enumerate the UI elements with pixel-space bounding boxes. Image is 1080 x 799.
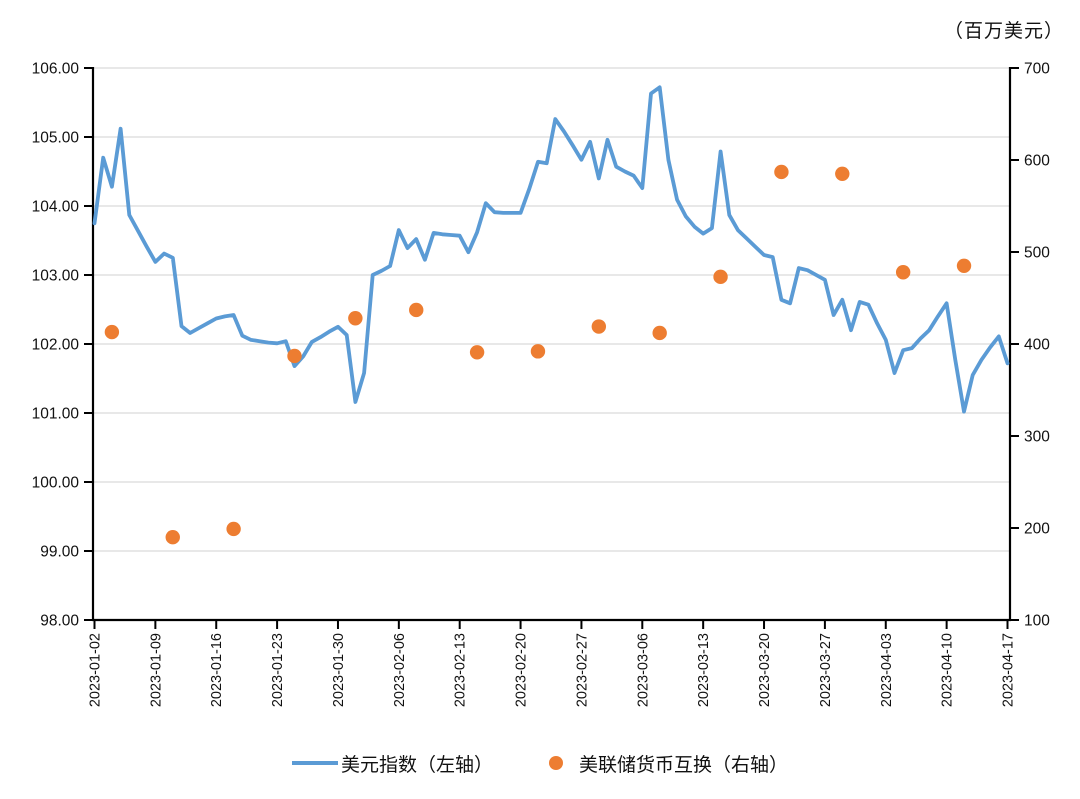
fed-swap-data-point (287, 348, 302, 364)
fed-swap-data-point (348, 311, 363, 326)
right-axis-labels: 100 200 300 400 500 600 700 (1024, 61, 1050, 630)
right-axis-tick-label: 500 (1024, 245, 1050, 262)
left-axis-tick-label: 101.00 (32, 406, 80, 423)
line-series-swatch (291, 761, 338, 765)
fed-swap-data-point (104, 324, 120, 340)
right-axis-tick-label: 300 (1024, 429, 1050, 446)
left-axis-tick-label: 99.00 (40, 544, 79, 561)
x-axis-tick-label: 2023-03-27 (818, 633, 834, 707)
right-axis-tick-label: 400 (1024, 337, 1050, 354)
fed-swap-data-point (591, 319, 607, 334)
x-axis-tick-label: 2023-04-17 (1001, 633, 1017, 707)
gridlines (93, 67, 1010, 552)
fed-swap-data-point (226, 521, 241, 537)
fed-swap-data-point (956, 258, 972, 273)
left-axis-tick-label: 102.00 (32, 337, 80, 354)
left-axis-labels: 98.00 99.00 100.00 101.00 102.00 103.00 104.00… (32, 61, 80, 630)
chart-plot-area: 98.00 99.00 100.00 101.00 102.00 103.00 104.00… (32, 61, 1051, 708)
legend-label-dollar-index: 美元指数（左轴） (340, 753, 493, 776)
x-axis-tick-label: 2023-03-20 (757, 633, 773, 707)
right-axis-tick-label: 700 (1024, 61, 1050, 78)
fed-swap-data-point (895, 265, 911, 280)
x-axis-tick-label: 2023-02-20 (514, 633, 530, 707)
left-axis-tick-label: 100.00 (32, 475, 80, 492)
x-axis-tick-label: 2023-02-06 (392, 633, 408, 707)
x-axis-tick-label: 2023-01-02 (88, 633, 104, 707)
fed-swap-data-point (835, 166, 850, 181)
fed-swap-data-point (530, 344, 546, 359)
x-axis-tick-label: 2023-03-13 (696, 633, 712, 707)
x-axis-tick-label: 2023-01-16 (209, 633, 225, 707)
x-axis-ticks (93, 620, 1009, 629)
legend-item-fed-swaps: 美联储货币互换（右轴） (549, 750, 788, 777)
left-axis-tick-label: 98.00 (40, 613, 79, 630)
left-axis-tick-label: 105.00 (32, 130, 80, 147)
fed-swap-data-point (165, 530, 180, 545)
x-axis-tick-label: 2023-01-30 (331, 633, 347, 707)
fed-swap-data-point (409, 302, 424, 318)
x-axis-tick-label: 2023-01-09 (148, 633, 164, 707)
right-axis-tick-label: 100 (1024, 613, 1050, 630)
x-axis-tick-label: 2023-03-06 (635, 633, 651, 707)
left-axis-tick-label: 106.00 (32, 61, 80, 78)
legend: 美元指数（左轴） 美联储货币互换（右轴） (0, 745, 1080, 781)
fed-swap-data-point (774, 164, 789, 180)
x-axis-tick-label: 2023-01-23 (270, 633, 286, 707)
x-axis-labels: 2023-01-02 2023-01-09 2023-01-16 2023-01-23… (88, 633, 1017, 707)
right-axis-tick-label: 200 (1024, 521, 1050, 538)
scatter-series-swatch (549, 756, 563, 770)
right-axis-unit-label: （百万美元） (943, 20, 1064, 42)
left-axis-ticks (84, 67, 93, 621)
legend-label-fed-swaps: 美联储货币互换（右轴） (579, 753, 789, 776)
left-axis-tick-label: 104.00 (32, 199, 80, 216)
dollar-index-line-series (92, 85, 1010, 414)
right-axis-tick-label: 600 (1024, 153, 1050, 170)
x-axis-tick-label: 2023-04-10 (940, 633, 956, 707)
x-axis-tick-label: 2023-04-03 (879, 633, 895, 707)
fed-swap-data-point (713, 269, 728, 285)
x-axis-tick-label: 2023-02-27 (574, 633, 590, 707)
fed-swap-data-point (469, 345, 485, 360)
left-axis-tick-label: 103.00 (32, 268, 80, 285)
legend-item-dollar-index: 美元指数（左轴） (291, 750, 493, 777)
right-axis-ticks (1010, 67, 1019, 621)
fed-swap-scatter-series (104, 164, 972, 545)
fed-swap-data-point (652, 325, 667, 341)
x-axis-tick-label: 2023-02-13 (453, 633, 469, 707)
